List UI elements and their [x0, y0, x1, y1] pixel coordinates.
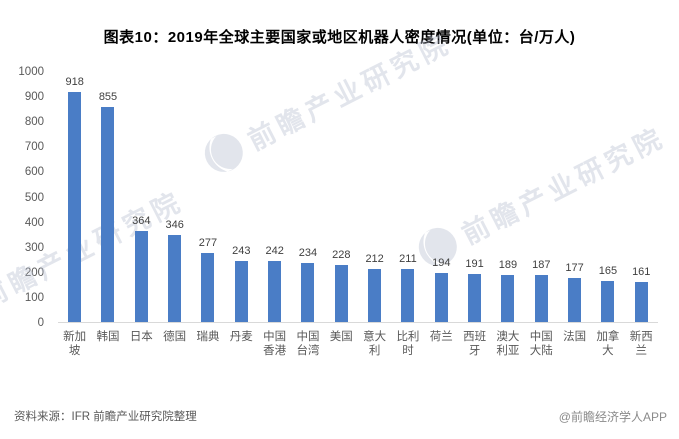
y-axis: 0 100 200 300 400 500 600 700 800 900 1000	[0, 66, 50, 329]
y-tick-label: 500	[24, 191, 44, 204]
bar-column: 234	[291, 72, 324, 322]
bar-column: 228	[325, 72, 358, 322]
y-tick-label: 800	[24, 116, 44, 129]
bar-column: 211	[391, 72, 424, 322]
bar-value-label: 187	[532, 259, 551, 272]
bar	[568, 277, 582, 322]
category-label: 瑞典	[196, 331, 220, 343]
bar	[634, 281, 648, 322]
category-label: 新西兰	[629, 331, 653, 357]
category-label: 比利时	[396, 331, 420, 357]
bar-value-label: 228	[332, 248, 351, 261]
y-tick-label: 200	[24, 266, 44, 279]
bar-column: 165	[591, 72, 624, 322]
bar	[134, 230, 148, 322]
bar-column: 177	[558, 72, 591, 322]
category-label: 中国大陆	[529, 331, 553, 357]
category-label: 新加坡	[63, 331, 87, 357]
y-tick-label: 100	[24, 291, 44, 304]
bar	[501, 274, 515, 322]
y-tick-label: 600	[24, 166, 44, 179]
category-label: 德国	[163, 331, 187, 343]
bar	[201, 252, 215, 322]
bar	[368, 268, 382, 322]
source-note: 资料来源：IFR 前瞻产业研究院整理	[14, 411, 197, 423]
bar-column: 346	[158, 72, 191, 322]
x-axis-labels: 新加坡 韩国 日本 德国 瑞典 丹麦 中国香港 中国台湾 美国 意大利 比利时 荷兰 西班牙 澳大利亚 中国…	[58, 330, 658, 358]
bar	[68, 91, 82, 322]
bar-value-label: 346	[165, 219, 184, 232]
y-tick-label: 900	[24, 91, 44, 104]
bar-value-label: 191	[465, 258, 484, 271]
bar-value-label: 234	[298, 247, 318, 260]
bar-value-label: 161	[632, 265, 651, 278]
bar-column: 161	[625, 72, 658, 322]
bar	[301, 263, 315, 322]
bar-value-label: 177	[565, 261, 584, 274]
bar-column: 855	[91, 72, 124, 322]
bar-value-label: 277	[198, 236, 218, 249]
bar-value-label: 189	[498, 258, 518, 271]
bar-column: 242	[258, 72, 291, 322]
category-label: 韩国	[96, 331, 120, 343]
bar-value-label: 212	[365, 252, 384, 265]
category-label: 荷兰	[429, 331, 453, 343]
bar	[168, 235, 182, 322]
bar-column: 243	[225, 72, 258, 322]
bar-column: 189	[491, 72, 524, 322]
bar-value-label: 242	[265, 245, 284, 258]
bar-column: 191	[458, 72, 491, 322]
bar	[234, 261, 248, 322]
y-tick-label: 0	[37, 317, 44, 329]
category-label: 法国	[563, 331, 587, 343]
bar	[101, 107, 115, 322]
category-label: 丹麦	[229, 331, 253, 343]
bar	[601, 280, 615, 322]
bar-column: 187	[525, 72, 558, 322]
bar-value-label: 211	[399, 253, 417, 265]
credit-note: @前瞻经济学人APP	[558, 410, 667, 424]
y-tick-label: 700	[24, 141, 44, 154]
bar	[468, 274, 482, 322]
y-tick-label: 1000	[18, 66, 44, 78]
category-label: 中国香港	[263, 331, 287, 357]
bar-column: 277	[191, 72, 224, 322]
category-label: 中国台湾	[296, 331, 320, 357]
bar	[401, 269, 415, 322]
bar	[434, 273, 448, 322]
plot-area: 918 855 364 346 277 243 242 234 228 212 211 194 191 1…	[58, 72, 658, 323]
category-label: 澳大利亚	[496, 331, 520, 357]
bar	[334, 264, 348, 322]
bar-value-label: 918	[65, 75, 84, 88]
bar	[534, 275, 548, 322]
bar-value-label: 364	[132, 214, 151, 227]
y-tick-label: 400	[24, 216, 44, 229]
bar	[268, 261, 282, 322]
bar-value-label: 855	[98, 91, 118, 104]
bar-value-label: 243	[232, 245, 251, 257]
bar-value-label: 165	[598, 264, 618, 277]
bar-value-label: 194	[432, 257, 451, 270]
y-tick-label: 300	[24, 241, 44, 254]
category-label: 日本	[129, 331, 153, 343]
bar-column: 364	[125, 72, 158, 322]
category-label: 美国	[329, 331, 353, 343]
chart-title: 图表10：2019年全球主要国家或地区机器人密度情况(单位：台/万人)	[103, 29, 576, 46]
bar-column: 194	[425, 72, 458, 322]
category-label: 西班牙	[463, 331, 487, 357]
bar-column: 918	[58, 72, 91, 322]
category-label: 意大利	[363, 331, 387, 357]
category-label: 加拿大	[596, 331, 620, 357]
bar-column: 212	[358, 72, 391, 322]
